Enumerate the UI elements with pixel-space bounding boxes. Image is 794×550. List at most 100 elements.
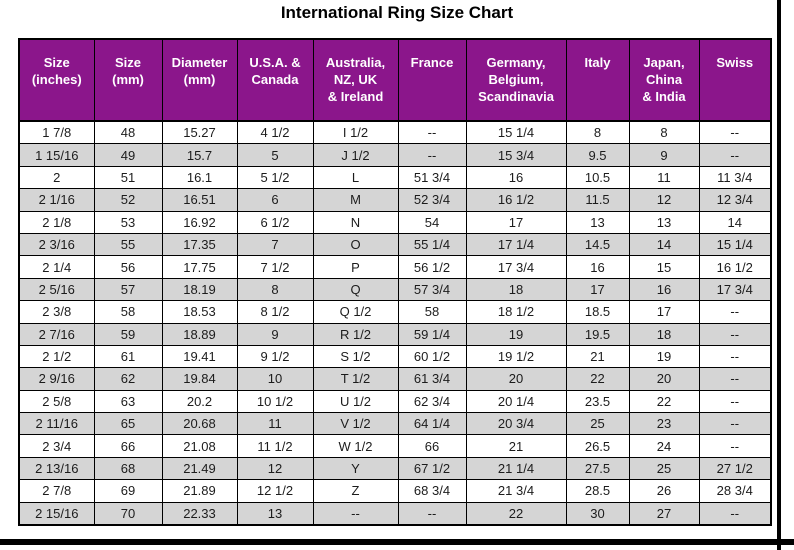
table-cell: 18 xyxy=(465,277,567,302)
table-cell: 13 xyxy=(628,210,700,234)
table-cell: 22.33 xyxy=(161,501,238,526)
table-row: 2 3/8 58 18.53 8 1/2 Q 1/2 58 18 1/2 18.5 17 -- xyxy=(18,300,772,324)
table-cell: 20.68 xyxy=(161,412,238,436)
table-cell: 19 xyxy=(628,344,700,369)
table-cell: 2 3/16 xyxy=(18,232,95,257)
table-cell: 2 5/8 xyxy=(18,389,95,414)
table-cell: 59 1/4 xyxy=(397,322,467,346)
table-row: 2 3/16 55 17.35 7 O 55 1/4 17 1/4 14.5 14 15 1/4 xyxy=(18,232,772,257)
table-cell: 57 xyxy=(93,277,163,302)
table-cell: 2 15/16 xyxy=(18,501,95,526)
table-cell: 60 1/2 xyxy=(397,344,467,369)
table-cell: 16 1/2 xyxy=(465,188,567,212)
table-row: 2 5/16 57 18.19 8 Q 57 3/4 18 17 16 17 3/4 xyxy=(18,277,772,302)
column-header: Size (inches) xyxy=(18,38,95,122)
table-cell: 2 13/16 xyxy=(18,456,95,481)
table-cell: 54 xyxy=(397,210,467,234)
column-header: Size (mm) xyxy=(93,38,163,122)
column-header: Italy xyxy=(565,38,630,122)
table-cell: 2 5/16 xyxy=(18,277,95,302)
table-cell: 15 xyxy=(628,255,700,279)
table-cell: 21 1/4 xyxy=(465,456,567,481)
table-cell: 8 xyxy=(565,120,630,145)
table-cell: L xyxy=(312,165,399,190)
table-cell: 22 xyxy=(465,501,567,526)
table-cell: 8 xyxy=(628,120,700,145)
table-cell: 6 xyxy=(236,188,314,212)
table-cell: 20 1/4 xyxy=(465,389,567,414)
table-cell: 10 1/2 xyxy=(236,389,314,414)
table-cell: 5 1/2 xyxy=(236,165,314,190)
column-header: France xyxy=(397,38,467,122)
table-row: 2 7/16 59 18.89 9 R 1/2 59 1/4 19 19.5 18 -- xyxy=(18,322,772,346)
table-cell: 9.5 xyxy=(565,143,630,167)
table-cell: R 1/2 xyxy=(312,322,399,346)
table-cell: 22 xyxy=(565,367,630,391)
table-cell: 24 xyxy=(628,434,700,458)
table-cell: -- xyxy=(698,322,772,346)
table-cell: 16 xyxy=(465,165,567,190)
table-cell: 57 3/4 xyxy=(397,277,467,302)
table-cell: 17 xyxy=(565,277,630,302)
table-cell: 56 1/2 xyxy=(397,255,467,279)
table-cell: 66 xyxy=(93,434,163,458)
table-cell: -- xyxy=(698,501,772,526)
table-cell: 52 3/4 xyxy=(397,188,467,212)
table-cell: 12 xyxy=(236,456,314,481)
table-cell: 21 xyxy=(565,344,630,369)
column-header: Germany, Belgium, Scandinavia xyxy=(465,38,567,122)
table-cell: 11.5 xyxy=(565,188,630,212)
table-cell: 11 xyxy=(236,412,314,436)
table-cell: 17 xyxy=(465,210,567,234)
table-cell: 16 xyxy=(628,277,700,302)
table-cell: 62 xyxy=(93,367,163,391)
table-cell: 53 xyxy=(93,210,163,234)
table-cell: 61 xyxy=(93,344,163,369)
table-cell: 23.5 xyxy=(565,389,630,414)
table-cell: -- xyxy=(698,434,772,458)
table-cell: 11 3/4 xyxy=(698,165,772,190)
table-cell: 16.92 xyxy=(161,210,238,234)
table-cell: -- xyxy=(698,120,772,145)
table-cell: Z xyxy=(312,479,399,503)
right-frame-bar xyxy=(777,0,781,550)
table-cell: 2 3/4 xyxy=(18,434,95,458)
table-cell: 8 xyxy=(236,277,314,302)
table-body: 1 7/8 48 15.27 4 1/2 I 1/2 -- 15 1/4 8 8 -- 1 15/1… xyxy=(18,120,772,526)
table-row: 2 1/16 52 16.51 6 M 52 3/4 16 1/2 11.5 12 12 3/4 xyxy=(18,188,772,212)
table-cell: 19.5 xyxy=(565,322,630,346)
table-row: 2 15/16 70 22.33 13 -- -- 22 30 27 -- xyxy=(18,501,772,526)
column-header: Australia, NZ, UK & Ireland xyxy=(312,38,399,122)
table-cell: 9 1/2 xyxy=(236,344,314,369)
table-cell: 15 1/4 xyxy=(698,232,772,257)
table-cell: 2 9/16 xyxy=(18,367,95,391)
table-cell: -- xyxy=(397,120,467,145)
table-cell: J 1/2 xyxy=(312,143,399,167)
table-cell: 51 xyxy=(93,165,163,190)
table-cell: 14 xyxy=(628,232,700,257)
table-row: 1 7/8 48 15.27 4 1/2 I 1/2 -- 15 1/4 8 8 -- xyxy=(18,120,772,145)
table-cell: 23 xyxy=(628,412,700,436)
table-cell: -- xyxy=(698,344,772,369)
table-cell: 2 3/8 xyxy=(18,300,95,324)
table-cell: S 1/2 xyxy=(312,344,399,369)
table-cell: 68 3/4 xyxy=(397,479,467,503)
table-cell: 7 xyxy=(236,232,314,257)
table-cell: 17.75 xyxy=(161,255,238,279)
table-cell: 66 xyxy=(397,434,467,458)
table-cell: 14.5 xyxy=(565,232,630,257)
table-cell: O xyxy=(312,232,399,257)
table-cell: 27 xyxy=(628,501,700,526)
table-cell: 21.08 xyxy=(161,434,238,458)
table-cell: 1 7/8 xyxy=(18,120,95,145)
table-cell: 26.5 xyxy=(565,434,630,458)
table-cell: 58 xyxy=(93,300,163,324)
column-header: Japan, China & India xyxy=(628,38,700,122)
table-cell: 14 xyxy=(698,210,772,234)
table-cell: 58 xyxy=(397,300,467,324)
table-cell: 16 1/2 xyxy=(698,255,772,279)
table-cell: 5 xyxy=(236,143,314,167)
table-cell: 27 1/2 xyxy=(698,456,772,481)
table-cell: Q 1/2 xyxy=(312,300,399,324)
table-cell: 19 1/2 xyxy=(465,344,567,369)
